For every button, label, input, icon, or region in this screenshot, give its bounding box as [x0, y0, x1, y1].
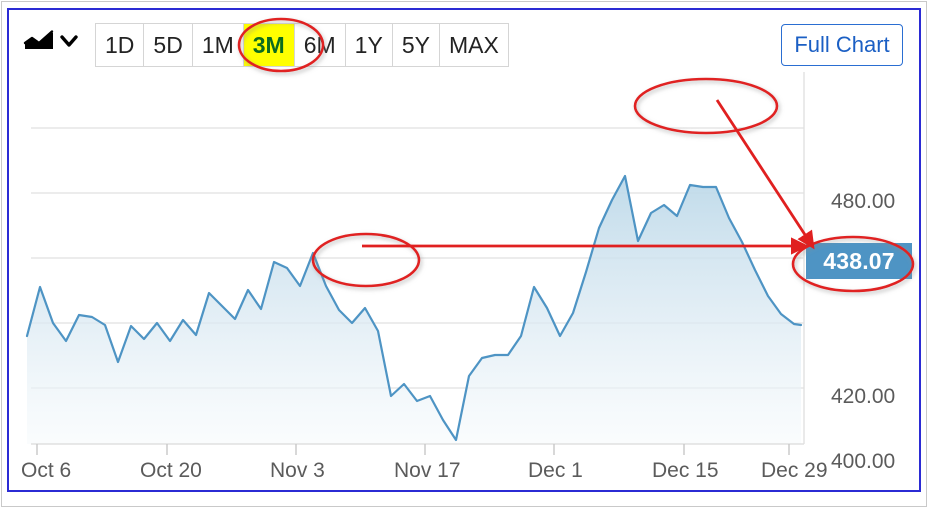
chart-x-ticks	[36, 444, 790, 455]
x-axis-label-dec-29: Dec 29	[761, 459, 828, 482]
range-tab-max[interactable]: MAX	[439, 24, 508, 66]
range-tab-5d[interactable]: 5D	[144, 24, 193, 66]
y-axis-label-480: 480.00	[831, 190, 896, 213]
chart-toolbar: 1D 5D 1M 3M 6M 1Y 5Y MAX Full Chart	[9, 10, 919, 72]
x-axis-label-dec-1: Dec 1	[528, 459, 583, 482]
x-axis-label-nov-3: Nov 3	[270, 459, 325, 482]
line-chart-icon	[23, 30, 54, 49]
range-tab-3m[interactable]: 3M	[243, 24, 295, 66]
range-tab-1y[interactable]: 1Y	[345, 24, 393, 66]
range-tab-1m[interactable]: 1M	[192, 24, 244, 66]
y-axis-label-420: 420.00	[831, 385, 896, 408]
range-tab-1d[interactable]: 1D	[96, 24, 145, 66]
range-tab-group[interactable]: 1D 5D 1M 3M 6M 1Y 5Y MAX	[95, 23, 509, 67]
chart-type-selector[interactable]	[23, 26, 85, 56]
x-axis-label-oct-6: Oct 6	[21, 459, 72, 482]
x-axis-label-dec-15: Dec 15	[652, 459, 719, 482]
price-line	[25, 174, 803, 442]
price-series	[25, 174, 803, 444]
range-tab-6m[interactable]: 6M	[294, 24, 346, 66]
range-tab-5y[interactable]: 5Y	[392, 24, 440, 66]
x-axis-label-oct-20: Oct 20	[140, 459, 202, 482]
price-chart-svg	[25, 72, 805, 455]
y-axis-label-400: 400.00	[831, 450, 896, 473]
price-chart[interactable]: 480.00 460.00 420.00 400.00 Oct 6 Oct 20…	[9, 72, 919, 490]
full-chart-button[interactable]: Full Chart	[781, 24, 903, 66]
chevron-down-icon	[60, 35, 78, 47]
current-price-badge: 438.07	[806, 243, 912, 279]
price-area	[27, 176, 801, 444]
x-axis-label-nov-17: Nov 17	[394, 459, 461, 482]
